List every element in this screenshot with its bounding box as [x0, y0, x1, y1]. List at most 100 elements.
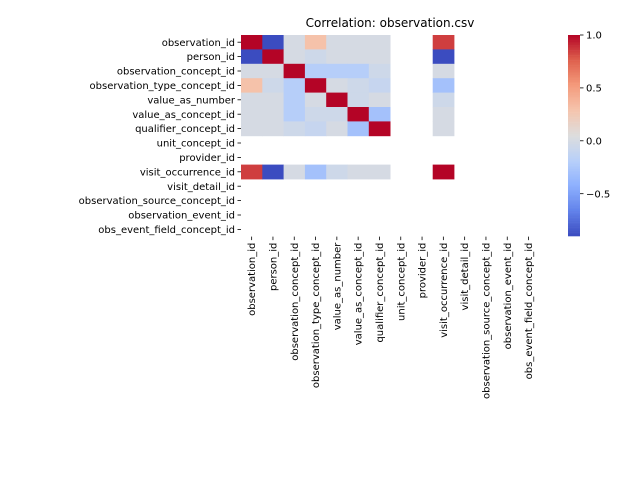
colorbar-segment: [568, 65, 580, 68]
colorbar-segment: [568, 209, 580, 212]
x-tick-label: observation_concept_id: [290, 243, 301, 361]
colorbar-segment: [568, 147, 580, 150]
heatmap-cell: [368, 35, 391, 50]
colorbar-segment: [568, 229, 580, 232]
heatmap-cell: [347, 49, 370, 65]
heatmap-cell: [432, 164, 455, 180]
heatmap-cell: [326, 121, 348, 137]
heatmap-cell: [304, 107, 327, 122]
colorbar-segment: [568, 43, 580, 46]
y-tick-label: visit_occurrence_id: [140, 167, 235, 178]
x-tick-label: observation_id: [247, 243, 258, 316]
colorbar-segment: [568, 179, 580, 182]
colorbar-segment: [568, 138, 580, 141]
heatmap-cell: [283, 164, 306, 180]
y-tick-label: qualifier_concept_id: [135, 124, 235, 135]
x-tick-label: qualifier_concept_id: [375, 243, 386, 343]
heatmap-cell: [347, 92, 370, 108]
heatmap-cell: [432, 78, 455, 93]
heatmap-cell: [304, 63, 327, 79]
colorbar-segment: [568, 56, 580, 59]
colorbar-segment: [568, 177, 580, 180]
heatmap-cell: [432, 63, 455, 79]
x-tick-label: person_id: [269, 243, 280, 291]
x-tick-label: observation_event_id: [503, 243, 514, 350]
heatmap-cell: [304, 164, 327, 180]
colorbar-segment: [568, 63, 580, 66]
colorbar-segment: [568, 225, 580, 228]
colorbar-segment: [568, 73, 580, 76]
colorbar-segment: [568, 115, 580, 118]
colorbar-segment: [568, 100, 580, 103]
colorbar-segment: [568, 182, 580, 185]
colorbar-segment: [568, 85, 580, 88]
colorbar-segment: [568, 78, 580, 81]
colorbar-segment: [568, 88, 580, 91]
chart-title: Correlation: observation.csv: [306, 16, 475, 30]
heatmap-cell: [347, 107, 370, 122]
colorbar-segment: [568, 61, 580, 64]
colorbar-segment: [568, 120, 580, 123]
colorbar-segment: [568, 227, 580, 230]
colorbar-segment: [568, 48, 580, 51]
colorbar-segment: [568, 80, 580, 83]
colorbar-segment: [568, 36, 580, 39]
heatmap-cell: [326, 78, 348, 93]
colorbar-segment: [568, 45, 580, 48]
colorbar-segment: [568, 189, 580, 192]
colorbar-segment: [568, 187, 580, 190]
colorbar-segment: [568, 75, 580, 78]
colorbar-segment: [568, 162, 580, 165]
colorbar-segment: [568, 58, 580, 61]
heatmap-cell: [262, 78, 284, 93]
heatmap-cell: [368, 49, 391, 65]
y-tick-label: observation_event_id: [128, 211, 235, 222]
colorbar-segment: [568, 217, 580, 220]
heatmap-cell: [283, 49, 306, 65]
heatmap-cell: [347, 121, 370, 137]
heatmap-cell: [262, 121, 284, 137]
heatmap-cell: [241, 35, 263, 50]
heatmap-cell: [368, 121, 391, 137]
colorbar-segment: [568, 199, 580, 202]
heatmap-cell: [326, 107, 348, 122]
heatmap-cells: [241, 35, 455, 180]
colorbar-segment: [568, 40, 580, 42]
colorbar-segment: [568, 38, 580, 41]
colorbar-segment: [568, 148, 580, 151]
x-tick-label: provider_id: [418, 243, 429, 299]
colorbar-segment: [568, 207, 580, 210]
x-tick-label: observation_source_concept_id: [482, 243, 493, 399]
colorbar-segment: [568, 96, 580, 99]
colorbar-segment: [568, 90, 580, 93]
x-tick-label: obs_event_field_concept_id: [524, 243, 535, 380]
heatmap-cell: [368, 78, 391, 93]
colorbar-segment: [568, 185, 580, 188]
colorbar-segment: [568, 215, 580, 218]
heatmap-cell: [241, 63, 263, 79]
colorbar-segment: [568, 155, 580, 158]
heatmap-cell: [432, 35, 455, 50]
heatmap-cell: [347, 164, 370, 180]
colorbar-segment: [568, 152, 580, 155]
colorbar-segment: [568, 105, 580, 108]
heatmap-cell: [347, 63, 370, 79]
heatmap-cell: [347, 35, 370, 50]
colorbar-segment: [568, 110, 580, 113]
y-tick-label: person_id: [187, 52, 235, 63]
heatmap-cell: [241, 78, 263, 93]
colorbar: 1.0 0.5 0.0 −0.5: [568, 31, 610, 237]
x-tick-label: value_as_concept_id: [354, 243, 365, 346]
colorbar-segment: [568, 200, 580, 203]
colorbar-segment: [568, 184, 580, 187]
x-tick-label: visit_occurrence_id: [439, 243, 450, 338]
colorbar-segment: [568, 133, 580, 136]
colorbar-segment: [568, 197, 580, 200]
heatmap-cell: [304, 49, 327, 65]
colorbar-segment: [568, 170, 580, 173]
y-tick-label: value_as_concept_id: [132, 110, 235, 121]
colorbar-segment: [568, 160, 580, 163]
heatmap-cell: [241, 107, 263, 122]
heatmap-cell: [304, 78, 327, 93]
colorbar-segment: [568, 127, 580, 130]
